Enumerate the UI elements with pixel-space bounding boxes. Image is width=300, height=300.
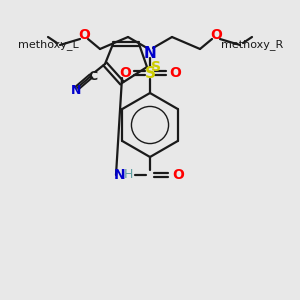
Text: N: N (144, 46, 156, 61)
Text: N: N (71, 83, 81, 97)
Text: methoxy_R: methoxy_R (221, 40, 283, 50)
Text: N: N (114, 168, 126, 182)
Text: O: O (78, 28, 90, 42)
Text: S: S (145, 65, 155, 80)
Text: O: O (169, 66, 181, 80)
Text: methoxy_L: methoxy_L (18, 40, 78, 50)
Text: S: S (151, 60, 161, 74)
Text: H: H (123, 169, 133, 182)
Text: O: O (210, 28, 222, 42)
Text: O: O (119, 66, 131, 80)
Text: C: C (88, 70, 98, 83)
Text: O: O (172, 168, 184, 182)
